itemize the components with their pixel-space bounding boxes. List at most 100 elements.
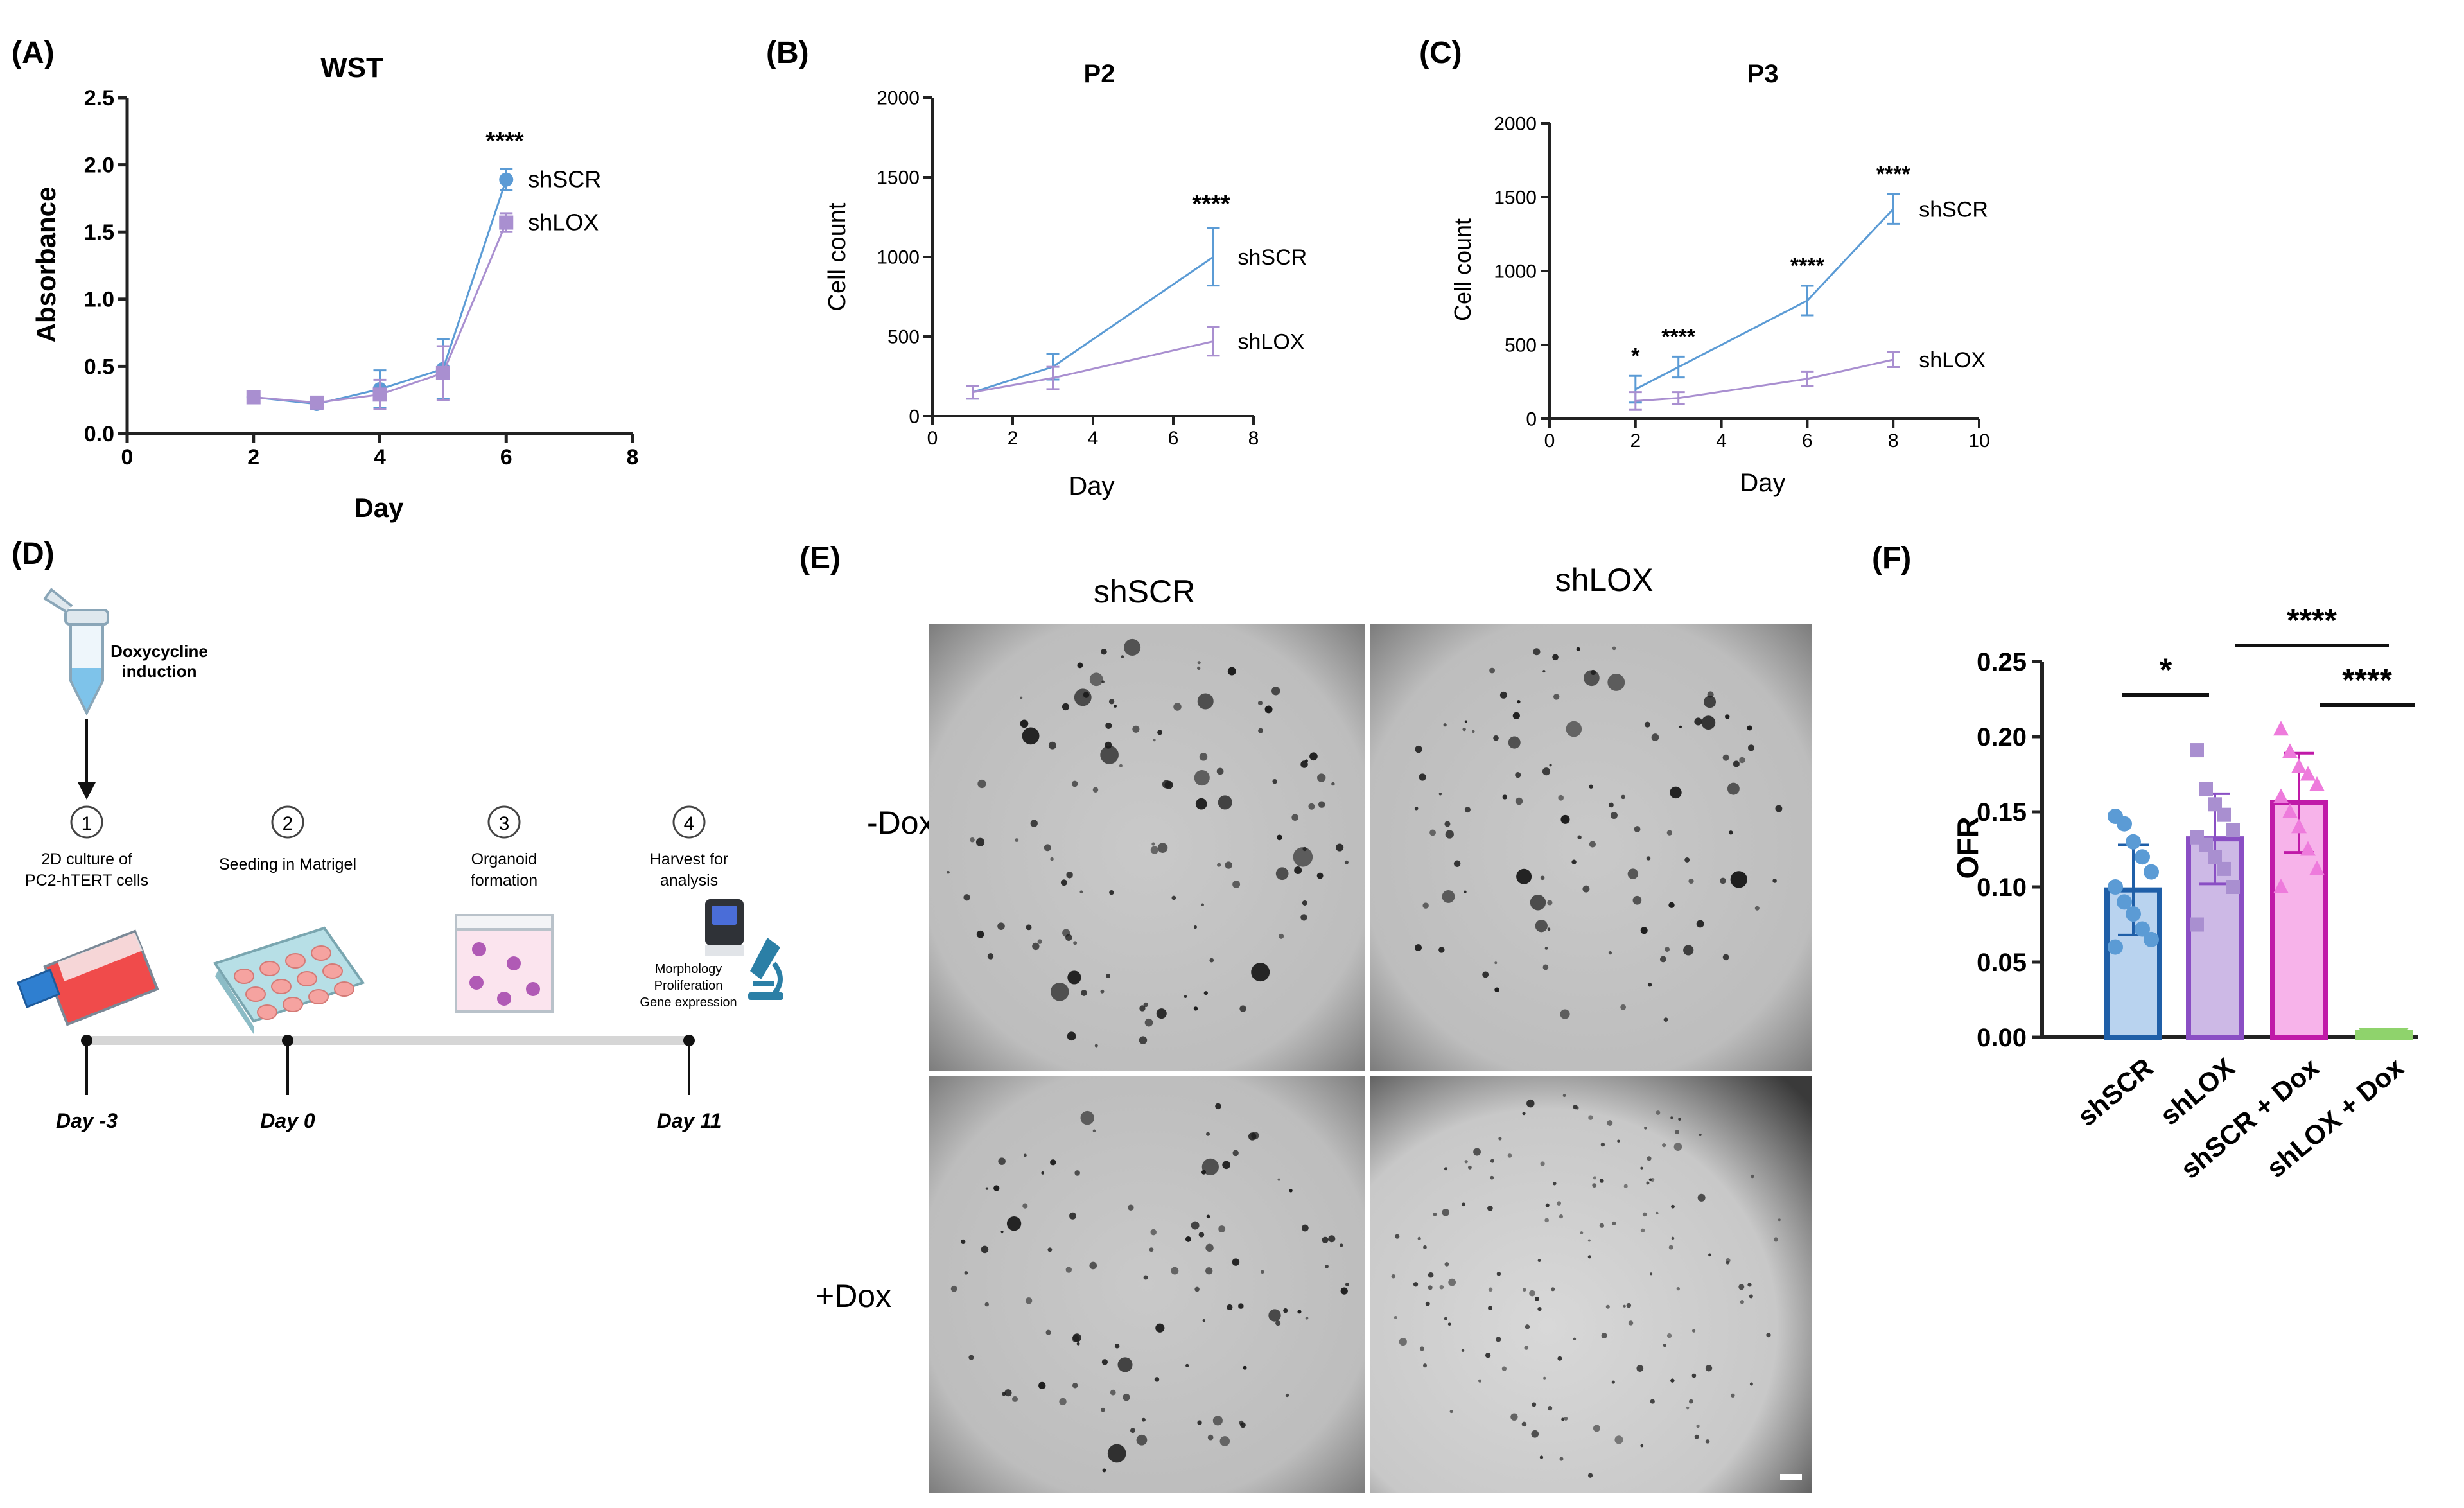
- organoid-dot: [1318, 801, 1325, 808]
- organoid-dot: [1232, 1258, 1240, 1266]
- organoid-dot: [1164, 780, 1173, 789]
- organoid-dot: [1217, 863, 1221, 867]
- organoid-dot: [1257, 700, 1263, 706]
- organoid-dot: [1599, 1179, 1604, 1183]
- organoid-dot: [1545, 1203, 1550, 1207]
- organoid-dot: [1202, 1319, 1205, 1322]
- organoid-dot: [1751, 1174, 1754, 1179]
- organoid-dot: [1000, 1230, 1004, 1234]
- organoid-dot: [1044, 844, 1051, 852]
- organoid-dot: [1561, 1417, 1565, 1421]
- organoid-dot: [1560, 814, 1570, 824]
- x-tick-label: 2: [1630, 430, 1641, 452]
- organoid-dot: [1144, 1018, 1153, 1027]
- organoid-dot: [1285, 1393, 1289, 1398]
- data-point: [499, 215, 514, 230]
- organoid-dot: [1607, 674, 1625, 691]
- day-label-0: Day 0: [260, 1109, 315, 1132]
- organoid-dot: [1171, 1267, 1179, 1275]
- organoid-dot: [1646, 856, 1651, 861]
- organoid-dot: [1157, 730, 1163, 735]
- organoid-dot: [1523, 1288, 1526, 1292]
- organoid-dot: [1699, 1133, 1702, 1137]
- organoid-dot: [1275, 867, 1289, 881]
- organoid-dot: [1110, 1389, 1116, 1396]
- organoid-dot: [1184, 995, 1187, 998]
- y-tick-label: 0.0: [84, 422, 114, 446]
- organoid-dot: [1462, 1202, 1465, 1207]
- step-2: 2 Seeding in Matrigel: [219, 805, 356, 873]
- organoid-dot: [1423, 1363, 1428, 1368]
- organoid-dot: [1490, 1175, 1494, 1180]
- organoid-dot: [1773, 1237, 1779, 1242]
- organoid-dot: [1119, 764, 1123, 767]
- data-point: [2126, 834, 2141, 850]
- organoid-dot: [1665, 947, 1670, 952]
- organoid-dot: [1617, 1139, 1620, 1143]
- organoid-dot: [997, 922, 1005, 930]
- organoid-dot: [1445, 830, 1454, 839]
- organoid-dot: [1560, 1009, 1570, 1019]
- data-point: [2395, 1027, 2409, 1039]
- organoid-dot: [1496, 1337, 1501, 1342]
- organoid-dot: [1650, 1399, 1655, 1404]
- organoid-dot: [1704, 696, 1717, 708]
- organoid-dot: [1092, 1129, 1096, 1132]
- well-icon: [285, 953, 306, 969]
- organoid-dot: [1449, 1410, 1453, 1414]
- data-point: [2226, 880, 2240, 894]
- organoid-dot: [1076, 1342, 1080, 1346]
- organoid-dot: [1778, 1218, 1781, 1222]
- panel-b-ylabel: Cell count: [824, 202, 851, 311]
- organoid-dot: [961, 1239, 966, 1245]
- panel-f-label: (F): [1872, 541, 1911, 575]
- organoid-dot: [1650, 1272, 1653, 1276]
- organoid-dot: [1464, 890, 1467, 893]
- organoid-dot: [947, 870, 950, 874]
- data-point: [2217, 861, 2231, 876]
- organoid-dot: [1216, 767, 1224, 775]
- series-label-shSCR: shSCR: [1238, 245, 1307, 270]
- organoid-dot: [1015, 838, 1019, 842]
- organoid-dot: [1153, 738, 1156, 742]
- organoid-dot: [1101, 1359, 1108, 1365]
- data-point: [2282, 743, 2298, 758]
- well-icon: [334, 981, 354, 997]
- organoid-dot: [1588, 1115, 1593, 1120]
- organoid-dot: [1656, 1110, 1661, 1115]
- organoid-dot: [1030, 820, 1038, 827]
- organoid-dot: [1621, 794, 1625, 800]
- panel-d-label: (D): [12, 537, 55, 571]
- organoid-dot: [1425, 1301, 1430, 1306]
- organoid-dot: [1050, 983, 1069, 1001]
- micrograph-shLOX-plus-dox: [1370, 1076, 1812, 1493]
- organoid-dot: [1473, 1148, 1481, 1156]
- organoid-dot: [1726, 1261, 1729, 1265]
- organoid-dot: [1258, 728, 1263, 733]
- y-tick-label: 0.5: [84, 355, 114, 379]
- organoid-dot: [1535, 920, 1548, 933]
- organoid-dot: [1464, 720, 1467, 723]
- y-tick-label: 1500: [1494, 188, 1537, 209]
- organoid-dot: [1414, 806, 1419, 811]
- organoid-dot: [1193, 1006, 1198, 1011]
- organoid-dot: [1419, 773, 1426, 781]
- micrograph-shSCR-plus-dox: [929, 1076, 1365, 1493]
- organoid-dot: [1662, 1143, 1666, 1148]
- organoid-dot: [1422, 902, 1429, 909]
- organoid-dot: [1022, 1203, 1028, 1209]
- organoid-dot: [1171, 895, 1176, 900]
- organoid-dot: [1155, 1323, 1165, 1333]
- organoid-dot: [1553, 1181, 1557, 1186]
- organoid-dot: [1642, 1212, 1647, 1217]
- y-tick-label: 1000: [877, 247, 920, 268]
- organoid-dot: [1072, 1335, 1079, 1342]
- organoid-dot: [1105, 741, 1112, 749]
- y-tick-label: 1.5: [84, 220, 114, 245]
- timeline-tick-day0: Day 0: [260, 1035, 315, 1132]
- organoid-dot: [1222, 1161, 1230, 1170]
- organoid-dot: [1464, 807, 1471, 813]
- data-point: [2199, 782, 2213, 796]
- organoid-dot: [1209, 958, 1214, 963]
- organoid-dot: [1050, 1159, 1056, 1166]
